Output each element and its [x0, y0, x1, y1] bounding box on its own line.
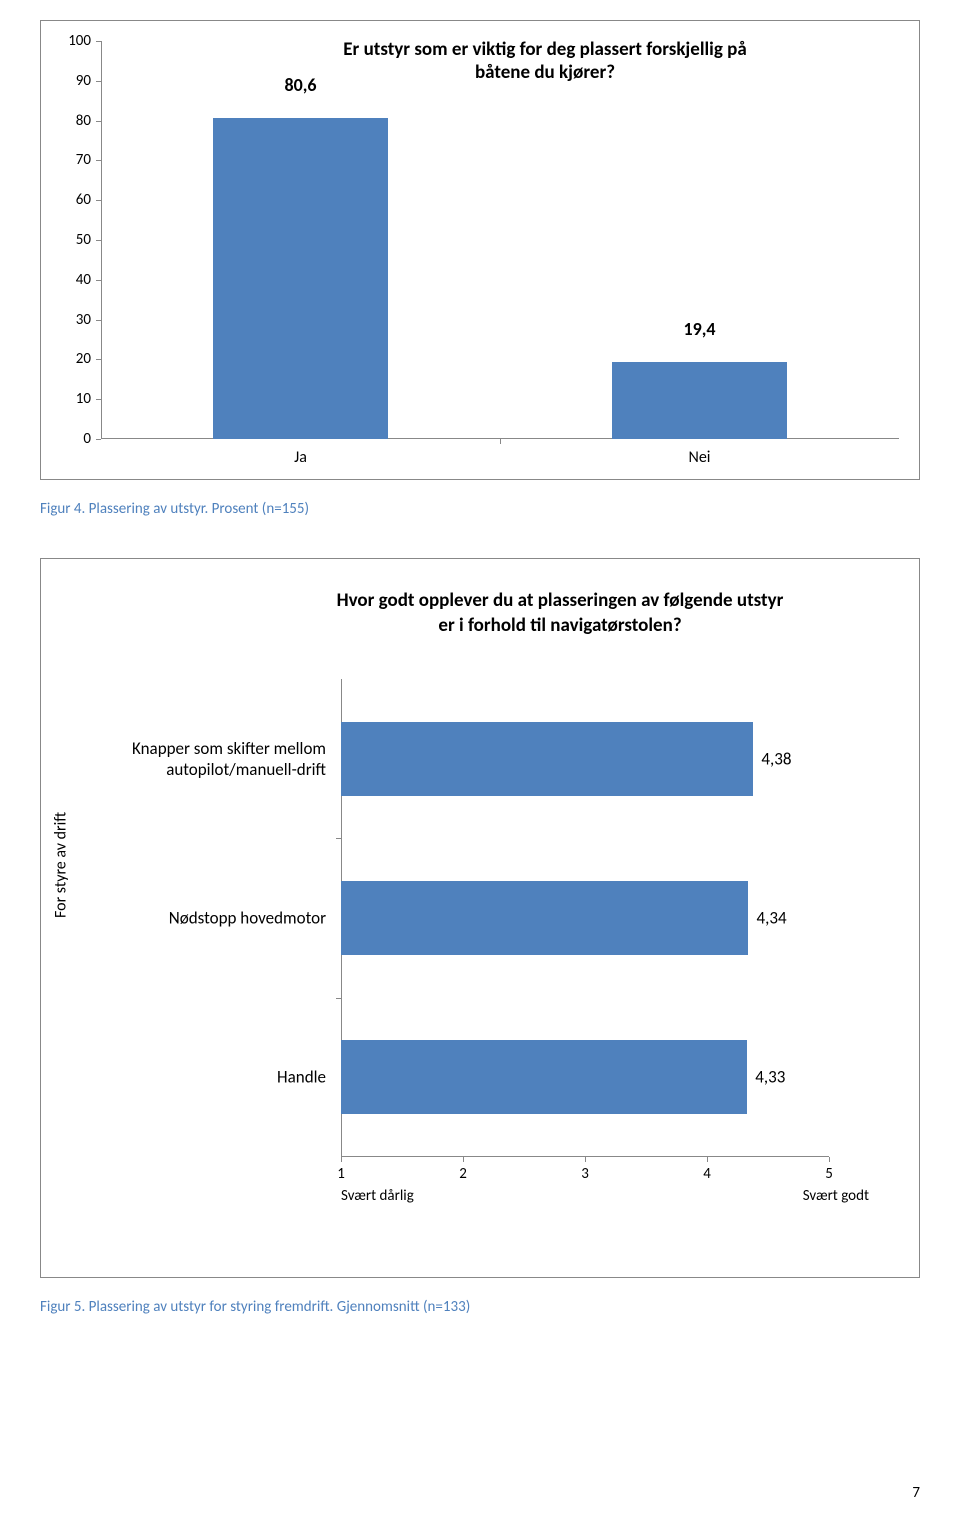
- chart2-ytick-mark: [336, 998, 341, 999]
- chart2-category-label: Handle: [131, 1067, 326, 1088]
- chart1-ytick-label: 70: [61, 151, 91, 169]
- chart2-category-label: Nødstopp hovedmotor: [131, 907, 326, 928]
- chart1-ytick-mark: [96, 200, 101, 201]
- chart2-xtick-mark: [341, 1157, 342, 1162]
- chart2-bar: [341, 722, 753, 796]
- chart2-bar-value-label: 4,38: [761, 748, 791, 769]
- chart1-category-label: Ja: [251, 448, 351, 467]
- chart1-ytick-mark: [96, 439, 101, 440]
- chart1-ytick-mark: [96, 160, 101, 161]
- chart2-caption: Figur 5. Plassering av utstyr for styrin…: [40, 1298, 920, 1316]
- chart1-y-axis: [101, 41, 102, 439]
- chart2-bar: [341, 1040, 747, 1114]
- chart2-category-label: Knapper som skifter mellom autopilot/man…: [131, 737, 326, 780]
- chart2-xtick-mark: [707, 1157, 708, 1162]
- chart2-xtick-label: 3: [565, 1165, 605, 1183]
- chart2-frame: Hvor godt opplever du at plasseringen av…: [40, 558, 920, 1278]
- chart1-category-tick: [500, 439, 501, 444]
- chart1-title-line2: båtene du kjører?: [475, 61, 615, 84]
- chart2-xtick-mark: [463, 1157, 464, 1162]
- chart2-xtick-label: 1: [321, 1165, 361, 1183]
- chart2-x-axis-title-right: Svært godt: [803, 1187, 869, 1205]
- chart1-ytick-label: 30: [61, 311, 91, 329]
- chart2-inner: Hvor godt opplever du at plasseringen av…: [101, 579, 889, 1217]
- chart1-bar: [213, 118, 389, 439]
- chart1-ytick-label: 20: [61, 350, 91, 368]
- chart1-caption: Figur 4. Plassering av utstyr. Prosent (…: [40, 500, 920, 518]
- chart1-ytick-mark: [96, 320, 101, 321]
- chart1-category-label: Nei: [650, 448, 750, 467]
- chart2-xtick-label: 2: [443, 1165, 483, 1183]
- chart1-ytick-label: 50: [61, 231, 91, 249]
- chart1-ytick-mark: [96, 240, 101, 241]
- chart2-xtick-mark: [829, 1157, 830, 1162]
- chart1-ytick-label: 10: [61, 390, 91, 408]
- chart1-ytick-label: 80: [61, 112, 91, 130]
- chart1-bar: [612, 362, 788, 439]
- chart2-title-line1: Hvor godt opplever du at plasseringen av…: [337, 589, 784, 612]
- chart1-ytick-mark: [96, 399, 101, 400]
- chart1-title-line1: Er utstyr som er viktig for deg plassert…: [343, 38, 746, 61]
- chart2-y-axis-title: For styre av drift: [52, 812, 71, 918]
- chart2-xtick-label: 4: [687, 1165, 727, 1183]
- chart2-plot: 12345Svært dårligSvært godt4,38Knapper s…: [341, 679, 829, 1157]
- chart1-ytick-mark: [96, 280, 101, 281]
- chart1-ytick-mark: [96, 359, 101, 360]
- chart2-ytick-mark: [336, 838, 341, 839]
- chart2-bar-value-label: 4,33: [755, 1067, 785, 1088]
- chart1-ytick-label: 100: [61, 32, 91, 50]
- chart2-title: Hvor godt opplever du at plasseringen av…: [101, 579, 889, 658]
- chart1-ytick-label: 0: [61, 430, 91, 448]
- chart2-xtick-mark: [585, 1157, 586, 1162]
- chart2-bar: [341, 881, 748, 955]
- chart1-ytick-mark: [96, 81, 101, 82]
- chart2-x-axis-title-left: Svært dårlig: [341, 1187, 414, 1205]
- chart1-frame: 010203040506070809010080,6Ja19,4Nei Er u…: [40, 20, 920, 480]
- chart1-ytick-label: 40: [61, 271, 91, 289]
- chart2-bar-value-label: 4,34: [756, 908, 786, 929]
- chart2-title-line2: er i forhold til navigatørstolen?: [438, 614, 681, 637]
- chart1-ytick-label: 60: [61, 191, 91, 209]
- chart1-title: Er utstyr som er viktig for deg plassert…: [211, 39, 879, 85]
- chart1-plot: 010203040506070809010080,6Ja19,4Nei: [101, 41, 899, 439]
- chart1-ytick-mark: [96, 121, 101, 122]
- chart1-ytick-mark: [96, 41, 101, 42]
- chart2-xtick-label: 5: [809, 1165, 849, 1183]
- page-number: 7: [912, 1484, 920, 1502]
- chart1-bar-value-label: 19,4: [650, 318, 750, 340]
- chart1-ytick-label: 90: [61, 72, 91, 90]
